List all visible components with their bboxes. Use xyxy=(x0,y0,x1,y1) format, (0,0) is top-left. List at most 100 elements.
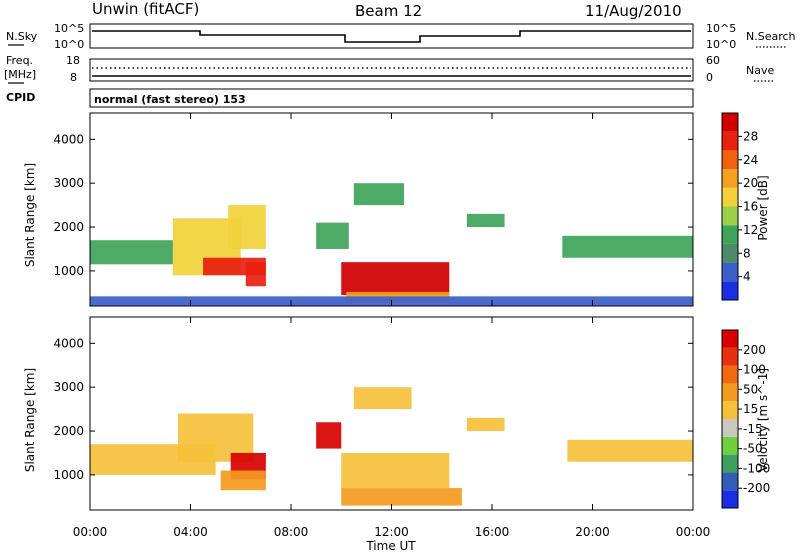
power-colorbar-tick-label: 24 xyxy=(743,153,758,167)
cpid-label: CPID xyxy=(6,91,35,104)
power-colorbar-swatch xyxy=(722,150,738,170)
date-title: 11/Aug/2010 xyxy=(585,2,682,20)
time-tick-label: 00:00 xyxy=(73,525,108,539)
time-tick-label: 08:00 xyxy=(274,525,309,539)
freq-panel-frame xyxy=(89,58,694,82)
power-colorbar-swatch xyxy=(722,169,738,188)
noise-right-tick-bottom: 10^0 xyxy=(706,38,736,51)
heatmap-region xyxy=(341,262,450,296)
power-colorbar-tick-label: 28 xyxy=(743,129,758,143)
y-tick-label: 4000 xyxy=(53,336,84,350)
power-colorbar-swatch xyxy=(722,187,738,207)
y-tick-label: 2000 xyxy=(53,220,84,234)
noise-sky-line xyxy=(92,30,691,43)
time-axis-ticks: 00:00 04:00 08:00 12:00 16:00 20:00 00:00 xyxy=(73,525,711,539)
power-x-ticks xyxy=(89,113,694,306)
power-colorbar-tick-label: 16 xyxy=(743,200,758,214)
nave-right-tick-top: 60 xyxy=(706,54,720,67)
velocity-colorbar-swatch xyxy=(722,490,738,508)
nave-label: Nave xyxy=(746,64,774,77)
time-axis-label: Time UT xyxy=(365,539,416,553)
power-colorbar-tick-label: 20 xyxy=(743,176,758,190)
power-colorbar-swatch xyxy=(722,206,738,226)
heatmap-region xyxy=(316,222,349,249)
y-tick-label: 2000 xyxy=(53,424,84,438)
power-colorbar-tick-label: 12 xyxy=(743,223,758,237)
power-colorbar-swatch xyxy=(722,262,738,282)
noise-left-tick-top: 10^5 xyxy=(54,22,84,35)
time-tick-label: 16:00 xyxy=(475,525,510,539)
y-tick-label: 1000 xyxy=(53,468,84,482)
velocity-colorbar-tick-label: 100 xyxy=(743,363,766,377)
power-colorbar-swatch xyxy=(722,243,738,263)
time-tick-label: 00:00 xyxy=(676,525,711,539)
power-colorbar-swatch xyxy=(722,225,738,244)
velocity-colorbar-tick-label: -15 xyxy=(743,422,763,436)
power-panel: 1000 2000 3000 4000 Slant Range [km] xyxy=(23,112,694,307)
velocity-colorbar-swatch xyxy=(722,436,738,455)
noise-right-tick-top: 10^5 xyxy=(706,22,736,35)
velocity-colorbar-tick-label: -200 xyxy=(743,481,770,495)
heatmap-region xyxy=(220,470,266,491)
freq-left-tick-bottom: 8 xyxy=(70,71,77,84)
nave-right-tick-bottom: 0 xyxy=(706,71,713,84)
heatmap-region xyxy=(466,417,505,432)
velocity-colorbar: -200 -100 -50 -15 15 50 100 200 xyxy=(721,329,770,509)
noise-left-tick-bottom: 10^0 xyxy=(54,38,84,51)
heatmap-region xyxy=(90,240,173,265)
heatmap-region xyxy=(316,422,342,449)
y-tick-label: 3000 xyxy=(53,380,84,394)
velocity-colorbar-tick-label: -100 xyxy=(743,461,770,475)
noise-sky-label: N.Sky xyxy=(6,30,38,43)
velocity-colorbar-swatch xyxy=(722,347,738,366)
y-tick-label: 1000 xyxy=(53,264,84,278)
velocity-colorbar-tick-label: 15 xyxy=(743,402,758,416)
velocity-y-axis-label: Slant Range [km] xyxy=(23,368,37,472)
velocity-colorbar-swatch xyxy=(722,401,738,419)
time-tick-label: 04:00 xyxy=(173,525,208,539)
power-colorbar: 4 8 12 16 20 24 28 xyxy=(721,112,758,301)
heatmap-region xyxy=(353,387,412,410)
y-tick-label: 3000 xyxy=(53,176,84,190)
freq-left-tick-top: 18 xyxy=(66,54,80,67)
power-colorbar-swatch xyxy=(722,281,738,300)
velocity-colorbar-swatch xyxy=(722,330,738,348)
velocity-colorbar-swatch xyxy=(722,383,738,402)
cpid-mode-text: normal (fast stereo) 153 xyxy=(94,93,246,106)
velocity-y-ticks: 1000 2000 3000 4000 xyxy=(53,336,693,482)
velocity-colorbar-swatch xyxy=(722,419,738,437)
heatmap-region xyxy=(466,213,505,228)
velocity-heatmap-cells xyxy=(90,387,693,506)
power-colorbar-swatch xyxy=(722,113,738,132)
beam-title: Beam 12 xyxy=(355,2,422,20)
power-colorbar-swatch xyxy=(722,131,738,151)
velocity-x-ticks xyxy=(89,317,694,510)
heatmap-region xyxy=(341,452,450,489)
noise-panel-frame xyxy=(89,23,694,49)
heatmap-region xyxy=(245,262,266,287)
time-tick-label: 12:00 xyxy=(374,525,409,539)
freq-unit-label: [MHz] xyxy=(4,68,36,81)
power-y-axis-label: Slant Range [km] xyxy=(23,163,37,267)
power-y-ticks: 1000 2000 3000 4000 xyxy=(53,132,693,278)
velocity-colorbar-tick-label: -50 xyxy=(743,442,763,456)
time-tick-label: 20:00 xyxy=(575,525,610,539)
noise-search-label: N.Search xyxy=(746,30,796,43)
velocity-colorbar-tick-label: 200 xyxy=(743,343,766,357)
heatmap-region xyxy=(567,439,693,462)
velocity-colorbar-swatch xyxy=(722,472,738,491)
velocity-colorbar-tick-label: 50 xyxy=(743,382,758,396)
velocity-colorbar-label: Velocity [m s^-1] xyxy=(756,368,770,472)
freq-label: Freq. xyxy=(6,54,33,67)
power-heatmap-cells xyxy=(90,183,693,306)
y-tick-label: 4000 xyxy=(53,132,84,146)
velocity-colorbar-frame xyxy=(721,329,739,509)
heatmap-region xyxy=(353,183,405,206)
power-colorbar-label: Power [dB] xyxy=(756,175,770,240)
heatmap-region xyxy=(341,488,462,506)
noise-sky-trace xyxy=(92,30,691,43)
velocity-colorbar-swatch xyxy=(722,365,738,384)
power-colorbar-tick-label: 8 xyxy=(743,246,751,260)
